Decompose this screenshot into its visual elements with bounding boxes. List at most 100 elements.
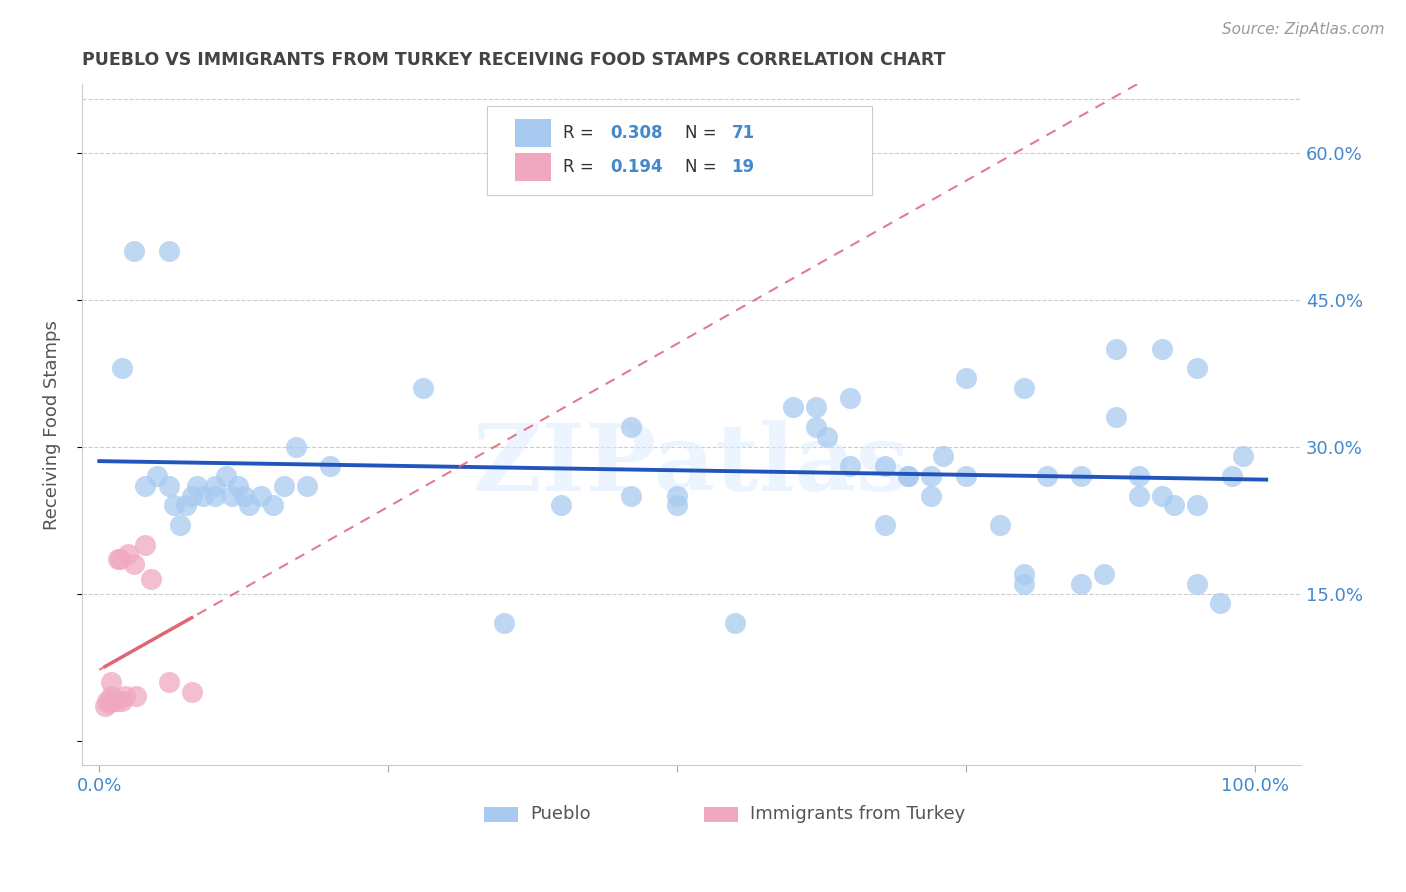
Bar	[515, 153, 551, 181]
Text: Source: ZipAtlas.com: Source: ZipAtlas.com	[1222, 22, 1385, 37]
Point	[1128, 469, 1150, 483]
Point	[94, 699, 117, 714]
Point	[665, 489, 688, 503]
Point	[839, 459, 862, 474]
Point	[1105, 410, 1128, 425]
Point	[1070, 576, 1092, 591]
Point	[1128, 489, 1150, 503]
Point	[163, 499, 186, 513]
Point	[100, 690, 122, 704]
Point	[96, 694, 118, 708]
Point	[1012, 381, 1035, 395]
Text: N =: N =	[685, 124, 723, 142]
Point	[1012, 566, 1035, 581]
Point	[319, 459, 342, 474]
Point	[297, 479, 319, 493]
Point	[839, 391, 862, 405]
Point	[897, 469, 920, 483]
Point	[221, 489, 243, 503]
Point	[125, 690, 148, 704]
Point	[169, 518, 191, 533]
Point	[758, 175, 780, 189]
Point	[114, 690, 136, 704]
Point	[1152, 489, 1174, 503]
Point	[873, 459, 896, 474]
Point	[1094, 566, 1116, 581]
Point	[897, 469, 920, 483]
Point	[174, 499, 197, 513]
Point	[665, 499, 688, 513]
Point	[1232, 450, 1254, 464]
Point	[550, 499, 572, 513]
Point	[180, 684, 202, 698]
Point	[1152, 342, 1174, 356]
Point	[193, 489, 215, 503]
Point	[111, 361, 134, 376]
Text: Immigrants from Turkey: Immigrants from Turkey	[749, 805, 965, 823]
Point	[101, 694, 124, 708]
Point	[1220, 469, 1243, 483]
Point	[122, 557, 145, 571]
Point	[284, 440, 307, 454]
Point	[931, 450, 953, 464]
Point	[238, 499, 260, 513]
Point	[1185, 361, 1208, 376]
Point	[117, 548, 139, 562]
Point	[1035, 469, 1057, 483]
Point	[955, 469, 977, 483]
Point	[1105, 342, 1128, 356]
FancyBboxPatch shape	[486, 106, 872, 195]
Text: 71: 71	[731, 124, 755, 142]
Point	[620, 420, 643, 434]
Point	[920, 489, 942, 503]
Point	[111, 694, 134, 708]
Point	[492, 615, 515, 630]
Point	[920, 469, 942, 483]
Point	[157, 674, 180, 689]
Point	[122, 244, 145, 258]
Text: R =: R =	[564, 158, 599, 177]
Point	[782, 401, 804, 415]
Point	[134, 538, 156, 552]
Text: ZIPatlas: ZIPatlas	[472, 420, 910, 510]
Point	[1012, 576, 1035, 591]
Point	[232, 489, 254, 503]
Point	[134, 479, 156, 493]
Text: 0.194: 0.194	[610, 158, 662, 177]
Point	[804, 401, 827, 415]
Point	[180, 489, 202, 503]
Point	[186, 479, 208, 493]
Point	[157, 479, 180, 493]
Point	[226, 479, 249, 493]
Point	[215, 469, 238, 483]
Point	[1185, 576, 1208, 591]
Point	[815, 430, 838, 444]
Point	[97, 696, 120, 710]
Point	[108, 552, 131, 566]
Point	[273, 479, 295, 493]
Point	[804, 420, 827, 434]
Bar	[703, 806, 738, 822]
Text: 19: 19	[731, 158, 755, 177]
Text: PUEBLO VS IMMIGRANTS FROM TURKEY RECEIVING FOOD STAMPS CORRELATION CHART: PUEBLO VS IMMIGRANTS FROM TURKEY RECEIVI…	[82, 51, 945, 69]
Point	[724, 615, 747, 630]
Point	[103, 694, 125, 708]
Point	[1209, 596, 1232, 610]
Point	[146, 469, 169, 483]
Point	[204, 479, 226, 493]
Point	[204, 489, 226, 503]
Text: N =: N =	[685, 158, 723, 177]
Point	[1185, 499, 1208, 513]
Bar	[515, 119, 551, 147]
Point	[157, 244, 180, 258]
Text: Pueblo: Pueblo	[530, 805, 591, 823]
Point	[100, 674, 122, 689]
Y-axis label: Receiving Food Stamps: Receiving Food Stamps	[44, 319, 60, 530]
Text: R =: R =	[564, 124, 599, 142]
Point	[990, 518, 1012, 533]
Text: 0.308: 0.308	[610, 124, 662, 142]
Point	[107, 552, 129, 566]
Point	[250, 489, 273, 503]
Bar	[484, 806, 519, 822]
Point	[1070, 469, 1092, 483]
